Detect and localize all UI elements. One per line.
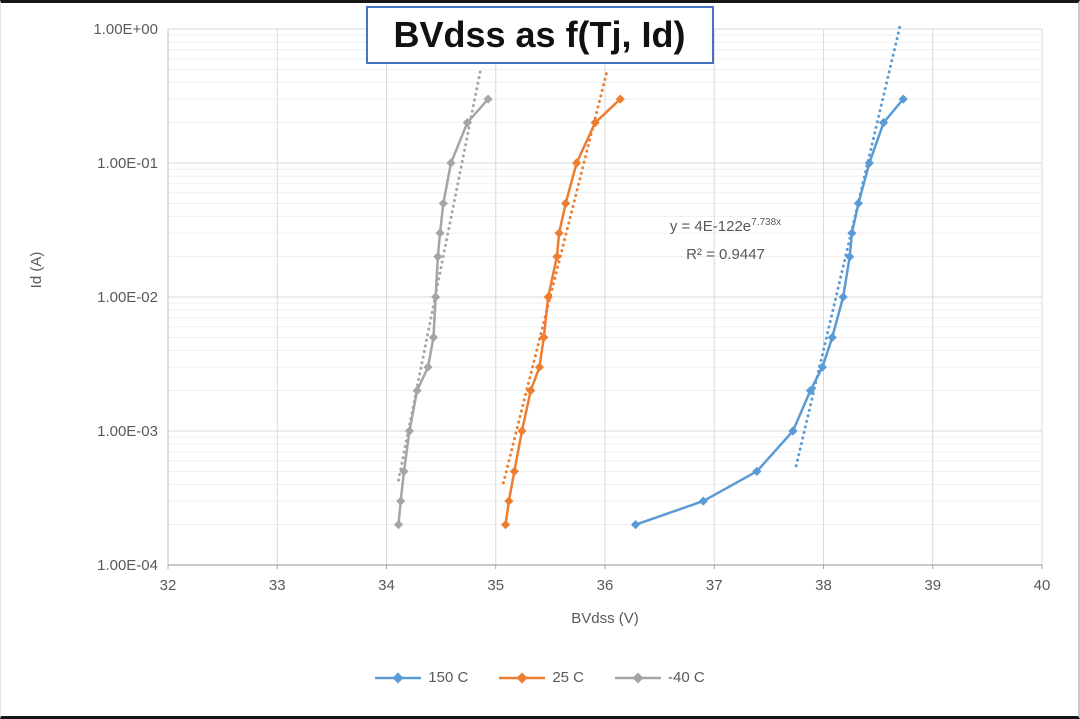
legend-label-minus40c: -40 C (668, 669, 705, 686)
legend-label-25c: 25 C (552, 669, 585, 686)
trend-equation-exponent: 7.738x (751, 217, 782, 228)
chart-title: BVdss as f(Tj, Id) (393, 14, 686, 55)
legend-marker-150c-icon (375, 672, 422, 683)
legend-item-150c: 150 C (374, 669, 468, 686)
x-axis-title: BVdss (V) (571, 610, 639, 627)
trend-r-squared: R² = 0.9447 (686, 246, 765, 263)
svg-text:38: 38 (815, 577, 832, 594)
y-axis-title: Id (A) (28, 251, 45, 289)
svg-text:1.00E-02: 1.00E-02 (97, 289, 158, 306)
legend-item-minus40c: -40 C (614, 669, 705, 686)
svg-text:1.00E-01: 1.00E-01 (97, 155, 158, 172)
trend-equation-base: y = 4E-122e (669, 218, 752, 235)
svg-text:35: 35 (487, 577, 504, 594)
svg-text:39: 39 (924, 577, 941, 594)
svg-text:1.00E-03: 1.00E-03 (97, 423, 158, 440)
svg-text:34: 34 (378, 577, 395, 594)
legend-marker-minus40c-icon (615, 672, 662, 683)
svg-text:40: 40 (1034, 577, 1051, 594)
svg-text:37: 37 (706, 577, 723, 594)
svg-text:33: 33 (269, 577, 286, 594)
plot-area: 1.00E+00 1.00E-01 1.00E-02 1.00E-03 1.00E-04… (93, 21, 1051, 594)
trendline-label: y = 4E-122e7.738x R² = 0.9447 (633, 209, 818, 269)
legend-label-150c: 150 C (428, 669, 469, 686)
svg-text:36: 36 (597, 577, 614, 594)
legend-marker-25c-icon (499, 672, 546, 683)
legend-item-25c: 25 C (498, 669, 584, 686)
chart-title-box: BVdss as f(Tj, Id) (365, 6, 714, 64)
svg-text:1.00E+00: 1.00E+00 (93, 21, 158, 38)
trend-equation: y = 4E-122e7.738x (633, 209, 818, 241)
svg-text:1.00E-04: 1.00E-04 (97, 557, 158, 574)
legend: 150 C 25 C -40 C (1, 669, 1078, 686)
svg-text:32: 32 (160, 577, 177, 594)
